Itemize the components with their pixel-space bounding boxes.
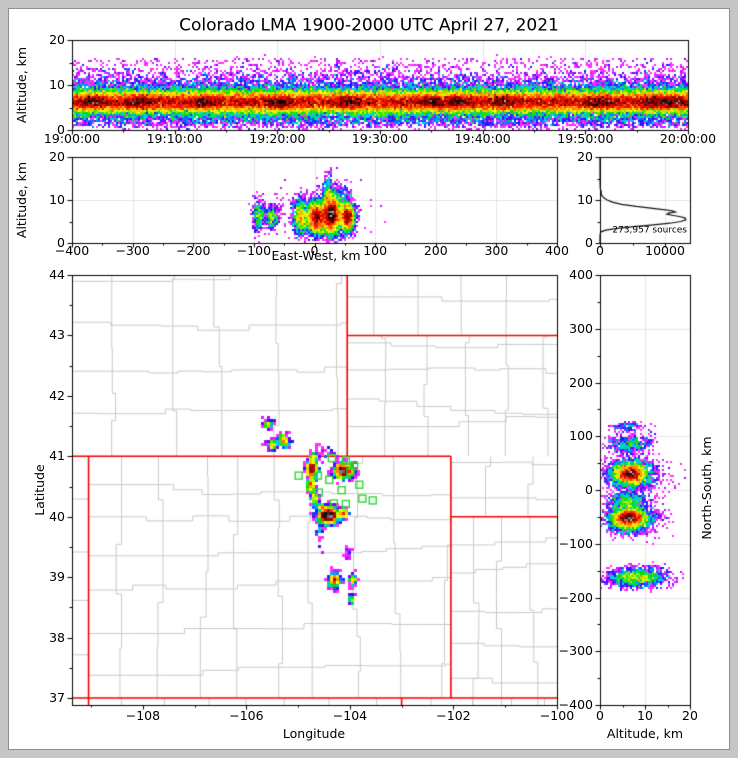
- x-tick-label: 19:50:00: [557, 130, 614, 146]
- map-ylabel: Latitude: [31, 464, 47, 516]
- x-tick-label: −300: [115, 242, 150, 258]
- y-tick-label: 10: [49, 191, 65, 207]
- x-tick-label: 20: [682, 707, 698, 723]
- y-tick-label: 100: [569, 428, 593, 443]
- time-height-ylabel: Altitude, km: [13, 46, 29, 124]
- x-tick-label: −104: [332, 707, 368, 723]
- y-tick-label: 38: [49, 629, 65, 645]
- x-tick-label: 0: [596, 707, 604, 723]
- chart-title: Colorado LMA 1900-2000 UTC April 27, 202…: [179, 15, 559, 36]
- x-tick-label: 100: [363, 242, 388, 258]
- y-tick-label: −200: [558, 589, 593, 605]
- y-tick-label: 42: [49, 387, 65, 403]
- east-west-ylabel: Altitude, km: [13, 161, 29, 239]
- x-tick-label: 0: [596, 242, 604, 258]
- y-tick-label: 40: [49, 508, 65, 524]
- y-tick-label: 10: [49, 76, 65, 92]
- y-tick-label: 44: [49, 266, 65, 282]
- north-south-xlabel: Altitude, km: [606, 725, 684, 741]
- x-tick-label: −102: [436, 707, 471, 723]
- y-tick-label: 400: [569, 266, 593, 282]
- east-west-xlabel: East-West, km: [271, 247, 361, 263]
- map-xlabel: Longitude: [282, 725, 346, 741]
- source-count-annotation: 273,957 sources: [612, 225, 687, 236]
- x-tick-label: 20:00:00: [659, 130, 717, 146]
- y-tick-label: −300: [558, 643, 593, 658]
- x-tick-label: 300: [484, 242, 509, 258]
- y-tick-label: 39: [49, 568, 65, 584]
- x-tick-label: 0: [310, 242, 319, 258]
- y-tick-label: 43: [49, 327, 65, 343]
- y-tick-label: 41: [49, 448, 65, 464]
- x-tick-label: 19:30:00: [351, 130, 409, 146]
- x-tick-label: −100: [539, 707, 575, 723]
- x-tick-label: 19:40:00: [454, 130, 511, 146]
- y-tick-label: 10: [577, 191, 593, 207]
- x-tick-label: 10: [637, 707, 653, 723]
- x-tick-label: 400: [545, 242, 569, 258]
- x-tick-label: −100: [236, 242, 272, 258]
- x-tick-label: 200: [423, 242, 448, 258]
- x-tick-label: −200: [176, 242, 211, 258]
- x-tick-label: 19:20:00: [249, 130, 306, 146]
- y-tick-label: 0: [57, 234, 65, 250]
- y-tick-label: 20: [49, 31, 65, 47]
- y-tick-label: 200: [569, 374, 593, 390]
- x-tick-label: 10000: [645, 242, 685, 258]
- x-tick-label: −108: [125, 707, 161, 723]
- y-tick-label: 20: [577, 148, 593, 164]
- x-tick-label: −400: [54, 242, 90, 258]
- y-tick-label: 0: [585, 234, 593, 250]
- y-tick-label: 37: [49, 689, 65, 705]
- y-tick-label: 0: [57, 121, 65, 137]
- y-tick-label: 0: [585, 481, 593, 497]
- x-tick-label: −106: [229, 707, 264, 723]
- x-tick-label: 19:00:00: [43, 130, 101, 146]
- y-tick-label: −100: [558, 535, 593, 551]
- north-south-ylabel: North-South, km: [698, 436, 714, 540]
- y-tick-label: 300: [569, 320, 593, 336]
- y-tick-label: 20: [49, 148, 65, 164]
- y-tick-label: −400: [558, 696, 593, 712]
- x-tick-label: 19:10:00: [146, 130, 203, 146]
